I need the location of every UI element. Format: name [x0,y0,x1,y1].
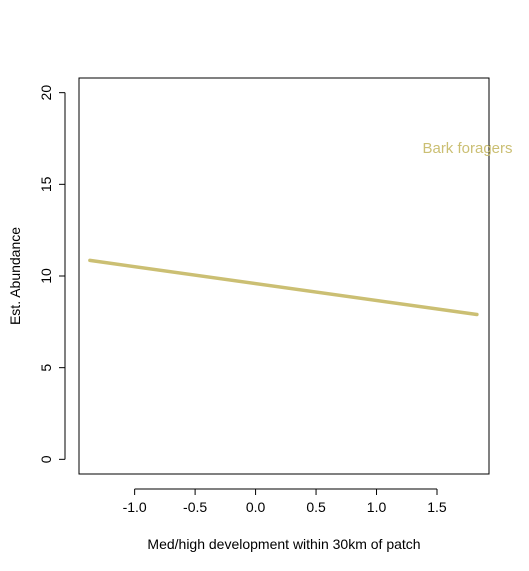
series-line [88,258,479,317]
plot-box [78,77,490,475]
y-axis: 0 5 10 15 20 [38,85,66,463]
y-tick-label: 10 [38,268,54,284]
x-axis: -1.0 -0.5 0.0 0.5 1.0 1.5 [123,488,447,515]
x-tick-label: 0.0 [246,499,266,515]
x-tick-label: 1.0 [367,499,387,515]
x-tick-label: 1.5 [427,499,447,515]
y-tick-label: 15 [38,176,54,192]
x-tick-label: -1.0 [123,499,147,515]
y-tick-label: 5 [38,364,54,372]
series-layer [88,258,479,317]
series-annotation: Bark foragers [422,140,512,157]
y-axis-title: Est. Abundance [7,227,23,325]
x-tick-label: -0.5 [183,499,207,515]
x-axis-title: Med/high development within 30km of patc… [147,536,420,552]
annotation-layer: Bark foragers [422,140,512,157]
y-tick-label: 20 [38,85,54,101]
x-tick-label: 0.5 [306,499,326,515]
y-tick-label: 0 [38,455,54,463]
